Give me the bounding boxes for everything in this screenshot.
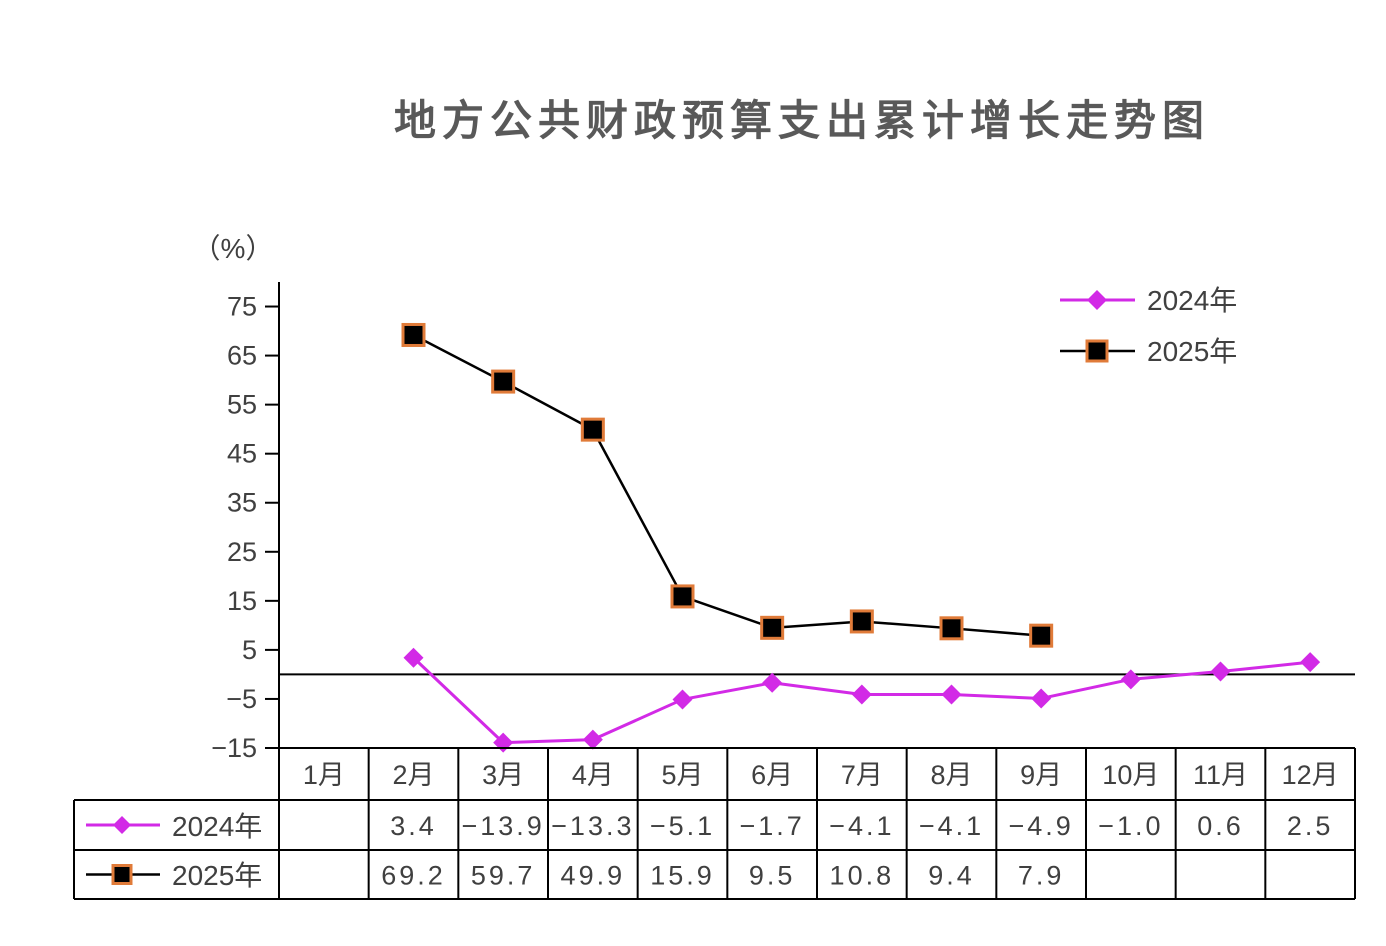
y-axis-ticks: 75 65 55 45 35 25 15 5 −5 −15 xyxy=(211,292,279,763)
table-value-cell: 3.4 xyxy=(390,811,437,841)
table-value-cell: 10.8 xyxy=(830,861,895,891)
series-1-point xyxy=(670,584,695,609)
legend-label-2024: 2024年 xyxy=(1147,285,1237,316)
legend-item-2025: 2025年 xyxy=(1060,336,1237,367)
x-category-label: 12月 xyxy=(1282,760,1339,790)
y-tick-label: −5 xyxy=(226,684,257,714)
row-sample-2025 xyxy=(86,864,160,885)
y-tick-label: 45 xyxy=(227,439,257,469)
series-0-point xyxy=(851,684,872,705)
series-1-point xyxy=(849,609,874,634)
y-tick-label: 55 xyxy=(227,390,257,420)
chart-title: 地方公共财政预算支出累计增长走势图 xyxy=(394,97,1210,144)
legend: 2024年 2025年 xyxy=(1060,285,1237,367)
table-value-cell: 0.6 xyxy=(1197,811,1244,841)
y-tick-label: 35 xyxy=(227,488,257,518)
table-value-cell: 59.7 xyxy=(471,861,536,891)
legend-label-2025: 2025年 xyxy=(1147,336,1237,367)
x-category-label: 4月 xyxy=(572,760,614,790)
x-category-label: 10月 xyxy=(1102,760,1159,790)
y-tick-label: 15 xyxy=(227,586,257,616)
x-category-label: 3月 xyxy=(482,760,524,790)
row-sample-marker-1 xyxy=(111,864,133,885)
y-tick-label: 5 xyxy=(242,635,257,665)
series-0-point xyxy=(941,684,962,705)
y-tick-label: 25 xyxy=(227,537,257,567)
series-1-point xyxy=(491,369,516,394)
table-value-cell: 9.5 xyxy=(749,861,796,891)
x-category-label: 1月 xyxy=(303,760,345,790)
table-row-label-2025: 2025年 xyxy=(86,860,262,891)
table-value-cell: 2.5 xyxy=(1287,811,1334,841)
data-table: 1月 2月 3月 4月 5月 6月 7月 8月 9月 10月 11月 12月 3.4 −13.9 −13.… xyxy=(73,747,1356,900)
y-tick-label: −15 xyxy=(211,733,257,763)
series-1-point xyxy=(939,616,964,641)
series-0-point xyxy=(672,689,693,710)
table-value-cell: 15.9 xyxy=(650,861,715,891)
series-1-point xyxy=(760,615,785,640)
table-grid xyxy=(73,747,1356,900)
series-0-point xyxy=(403,647,424,668)
series-0-point xyxy=(1120,669,1141,690)
series-0-point xyxy=(1300,652,1321,673)
series-1-line xyxy=(412,333,1042,637)
table-value-cell: −5.1 xyxy=(650,811,715,841)
row-label-text-2024: 2024年 xyxy=(172,811,262,842)
series-1-point xyxy=(1029,623,1054,648)
table-value-cell: −4.1 xyxy=(829,811,894,841)
table-value-cell: 9.4 xyxy=(928,861,975,891)
x-category-label: 9月 xyxy=(1020,760,1062,790)
x-category-label: 5月 xyxy=(661,760,703,790)
table-value-cell: −13.3 xyxy=(551,811,634,841)
row-sample-marker-0 xyxy=(113,816,131,834)
table-value-cell: −1.0 xyxy=(1098,811,1163,841)
legend-marker-0 xyxy=(1087,290,1107,310)
table-value-cell: −4.1 xyxy=(919,811,984,841)
table-value-cell: 7.9 xyxy=(1018,861,1065,891)
legend-marker-1 xyxy=(1085,339,1109,363)
table-value-cell: 69.2 xyxy=(381,861,446,891)
table-value-rows: 3.4 −13.9 −13.3 −5.1 −1.7 −4.1 −4.1 −4.9 −1.0 0.6… xyxy=(381,811,1334,891)
series-0-point xyxy=(1031,688,1052,709)
legend-sample-2024 xyxy=(1060,290,1135,310)
table-value-cell: 49.9 xyxy=(561,861,626,891)
legend-item-2024: 2024年 xyxy=(1060,285,1237,316)
row-label-text-2025: 2025年 xyxy=(172,860,262,891)
series-0-point xyxy=(762,672,783,693)
y-tick-label: 75 xyxy=(227,292,257,322)
series-group xyxy=(401,322,1321,753)
legend-sample-2025 xyxy=(1060,339,1135,363)
row-sample-2024 xyxy=(86,816,160,834)
x-category-label: 6月 xyxy=(751,760,793,790)
x-category-label: 11月 xyxy=(1193,760,1248,790)
table-value-cell: −13.9 xyxy=(462,811,545,841)
x-category-label: 2月 xyxy=(392,760,434,790)
table-value-cell: −4.9 xyxy=(1009,811,1074,841)
series-1-point xyxy=(401,322,426,347)
x-category-label: 8月 xyxy=(930,760,972,790)
series-0-point xyxy=(582,729,603,750)
series-1-point xyxy=(580,417,605,442)
table-value-cell: −1.7 xyxy=(740,811,805,841)
y-tick-label: 65 xyxy=(227,341,257,371)
series-0-point xyxy=(1210,661,1231,682)
x-category-label: 7月 xyxy=(841,760,883,790)
table-category-row: 1月 2月 3月 4月 5月 6月 7月 8月 9月 10月 11月 12月 xyxy=(303,760,1339,790)
y-axis-unit-label: （%） xyxy=(193,233,274,264)
table-row-label-2024: 2024年 xyxy=(86,811,262,842)
